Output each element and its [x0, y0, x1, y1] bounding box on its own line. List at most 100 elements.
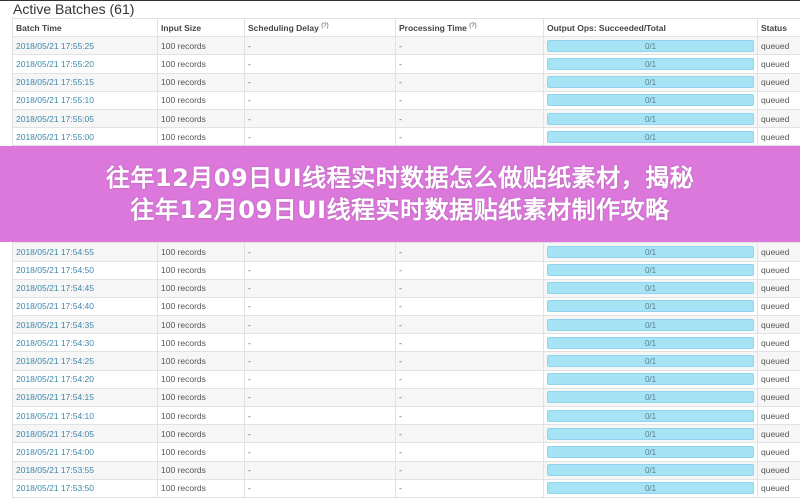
status-cell: queued [758, 334, 800, 352]
processing-time-cell: - [396, 370, 544, 388]
batch-time-link[interactable]: 2018/05/21 17:55:15 [16, 77, 94, 87]
batch-time-link[interactable]: 2018/05/21 17:54:35 [16, 320, 94, 330]
status-cell: queued [758, 425, 800, 443]
scheduling-delay-cell: - [245, 425, 396, 443]
scheduling-delay-cell: - [245, 109, 396, 127]
batch-time-cell: 2018/05/21 17:54:15 [13, 388, 158, 406]
output-ops-cell: 0/1 [544, 297, 758, 315]
output-ops-cell: 0/1 [544, 352, 758, 370]
processing-time-cell: - [396, 388, 544, 406]
batch-time-link[interactable]: 2018/05/21 17:53:50 [16, 483, 94, 493]
output-ops-cell: 0/1 [544, 279, 758, 297]
batch-time-link[interactable]: 2018/05/21 17:54:10 [16, 411, 94, 421]
output-ops-progress-bar: 0/1 [547, 428, 754, 440]
processing-time-cell: - [396, 479, 544, 497]
processing-time-cell: - [396, 261, 544, 279]
batch-time-link[interactable]: 2018/05/21 17:54:15 [16, 392, 94, 402]
output-ops-progress-bar: 0/1 [547, 482, 754, 494]
batch-time-link[interactable]: 2018/05/21 17:54:40 [16, 301, 94, 311]
processing-time-cell: - [396, 425, 544, 443]
input-size-cell: 100 records [158, 243, 245, 261]
output-ops-progress-bar: 0/1 [547, 264, 754, 276]
column-header-input-size[interactable]: Input Size [158, 19, 245, 37]
status-cell: queued [758, 370, 800, 388]
status-cell: queued [758, 279, 800, 297]
status-cell: queued [758, 352, 800, 370]
output-ops-cell: 0/1 [544, 73, 758, 91]
batch-time-cell: 2018/05/21 17:54:50 [13, 261, 158, 279]
batch-time-cell: 2018/05/21 17:54:25 [13, 352, 158, 370]
section-title: Active Batches (61) [13, 1, 800, 18]
column-header-batch-time[interactable]: Batch Time [13, 19, 158, 37]
batch-time-link[interactable]: 2018/05/21 17:54:45 [16, 283, 94, 293]
batch-time-link[interactable]: 2018/05/21 17:54:25 [16, 356, 94, 366]
processing-time-cell: - [396, 128, 544, 146]
banner-title-line-2: 往年12月09日UI线程实时数据贴纸素材制作攻略 [130, 194, 669, 226]
input-size-cell: 100 records [158, 91, 245, 109]
status-cell: queued [758, 91, 800, 109]
input-size-cell: 100 records [158, 55, 245, 73]
output-ops-progress-bar: 0/1 [547, 300, 754, 312]
processing-time-cell: - [396, 443, 544, 461]
processing-time-cell: - [396, 91, 544, 109]
batch-time-link[interactable]: 2018/05/21 17:55:20 [16, 59, 94, 69]
batch-time-link[interactable]: 2018/05/21 17:53:55 [16, 465, 94, 475]
input-size-cell: 100 records [158, 443, 245, 461]
scheduling-delay-cell: - [245, 91, 396, 109]
scheduling-delay-cell: - [245, 461, 396, 479]
processing-time-cell: - [396, 334, 544, 352]
help-tooltip-icon[interactable]: (?) [321, 23, 328, 29]
scheduling-delay-cell: - [245, 316, 396, 334]
batch-time-cell: 2018/05/21 17:54:55 [13, 243, 158, 261]
output-ops-cell: 0/1 [544, 407, 758, 425]
status-cell: queued [758, 37, 800, 55]
batch-time-link[interactable]: 2018/05/21 17:54:05 [16, 429, 94, 439]
column-header-processing-time[interactable]: Processing Time (?) [396, 19, 544, 37]
output-ops-progress-bar: 0/1 [547, 282, 754, 294]
input-size-cell: 100 records [158, 388, 245, 406]
processing-time-cell: - [396, 407, 544, 425]
input-size-cell: 100 records [158, 279, 245, 297]
output-ops-cell: 0/1 [544, 479, 758, 497]
batch-time-link[interactable]: 2018/05/21 17:54:50 [16, 265, 94, 275]
batch-time-link[interactable]: 2018/05/21 17:54:30 [16, 338, 94, 348]
batch-time-link[interactable]: 2018/05/21 17:55:10 [16, 95, 94, 105]
help-tooltip-icon[interactable]: (?) [469, 23, 476, 29]
title-banner: 往年12月09日UI线程实时数据怎么做贴纸素材，揭秘 往年12月09日UI线程实… [0, 146, 800, 242]
batch-time-link[interactable]: 2018/05/21 17:54:55 [16, 247, 94, 257]
processing-time-cell: - [396, 55, 544, 73]
input-size-cell: 100 records [158, 425, 245, 443]
status-cell: queued [758, 243, 800, 261]
processing-time-cell: - [396, 461, 544, 479]
column-header-status[interactable]: Status [758, 19, 800, 37]
batch-time-link[interactable]: 2018/05/21 17:55:00 [16, 132, 94, 142]
output-ops-cell: 0/1 [544, 425, 758, 443]
batch-time-link[interactable]: 2018/05/21 17:54:00 [16, 447, 94, 457]
processing-time-cell: - [396, 297, 544, 315]
scheduling-delay-cell: - [245, 388, 396, 406]
batch-time-cell: 2018/05/21 17:55:15 [13, 73, 158, 91]
output-ops-progress-bar: 0/1 [547, 391, 754, 403]
batch-time-link[interactable]: 2018/05/21 17:55:05 [16, 114, 94, 124]
input-size-cell: 100 records [158, 261, 245, 279]
batch-time-link[interactable]: 2018/05/21 17:55:25 [16, 41, 94, 51]
column-header-output-ops[interactable]: Output Ops: Succeeded/Total [544, 19, 758, 37]
batch-time-cell: 2018/05/21 17:54:20 [13, 370, 158, 388]
output-ops-cell: 0/1 [544, 261, 758, 279]
batch-time-link[interactable]: 2018/05/21 17:54:20 [16, 374, 94, 384]
column-header-scheduling-delay[interactable]: Scheduling Delay (?) [245, 19, 396, 37]
input-size-cell: 100 records [158, 109, 245, 127]
